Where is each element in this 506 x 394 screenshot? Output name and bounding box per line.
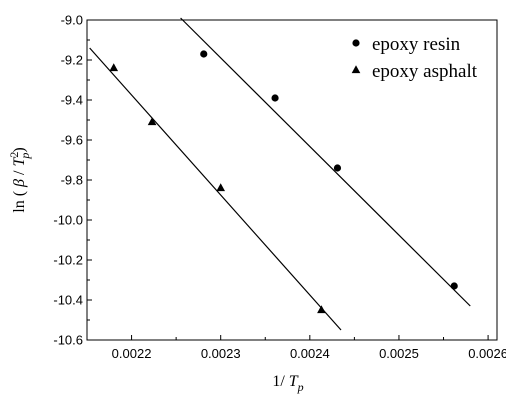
x-tick-label: 0.0023: [201, 346, 241, 361]
legend-label: epoxy asphalt: [372, 61, 478, 82]
fit-lines: [89, 17, 471, 331]
y-tick-label: -10.0: [53, 213, 83, 228]
y-axis-title-prefix: ln (: [11, 187, 28, 213]
y-tick-label: -9.4: [61, 93, 83, 108]
y-tick-label: -9.8: [61, 173, 83, 188]
data-point: [200, 50, 208, 58]
axis-ticks: 0.0022 0.0023 0.0024 0.0025 0.0026 -9.0 -9.2 -9…: [53, 13, 506, 362]
data-point: [317, 305, 326, 314]
y-tick-label: -10.6: [53, 333, 83, 348]
y-axis-title-sup: 2: [7, 152, 21, 158]
data-point: [450, 282, 458, 290]
legend: epoxy resin epoxy asphalt: [351, 34, 478, 82]
x-tick-label: 0.0022: [112, 346, 152, 361]
y-axis-title: ln ( β / T2p): [7, 147, 32, 212]
y-tick-label: -10.4: [53, 293, 83, 308]
x-axis-title: 1/ Tp: [272, 373, 303, 394]
x-tick-label: 0.0024: [290, 346, 330, 361]
legend-label: epoxy resin: [372, 34, 461, 55]
data-point: [109, 63, 119, 72]
y-axis-title-var: T: [11, 157, 28, 167]
y-tick-label: -9.6: [61, 133, 83, 148]
data-point: [333, 164, 342, 172]
fit-line: [180, 17, 471, 307]
x-axis-title-prefix: 1/: [272, 373, 288, 390]
y-tick-label: -9.2: [61, 53, 83, 68]
y-axis-title-mid: /: [11, 167, 28, 179]
legend-marker: [352, 39, 360, 47]
x-axis-title-sub: p: [297, 380, 304, 394]
x-axis-title-var: T: [289, 373, 299, 390]
data-point: [271, 94, 279, 102]
y-axis-title-suffix: ): [11, 147, 28, 152]
legend-marker: [351, 65, 361, 74]
data-point: [147, 117, 157, 126]
x-tick-label: 0.0026: [468, 346, 506, 361]
fit-line: [89, 47, 342, 331]
y-axis-title-sub: p: [18, 153, 32, 160]
x-tick-label: 0.0025: [379, 346, 419, 361]
y-axis-title-beta: β: [11, 179, 28, 188]
y-tick-label: -10.2: [53, 253, 83, 268]
data-points: [109, 50, 458, 314]
data-point: [216, 183, 226, 192]
y-tick-label: -9.0: [61, 13, 83, 28]
